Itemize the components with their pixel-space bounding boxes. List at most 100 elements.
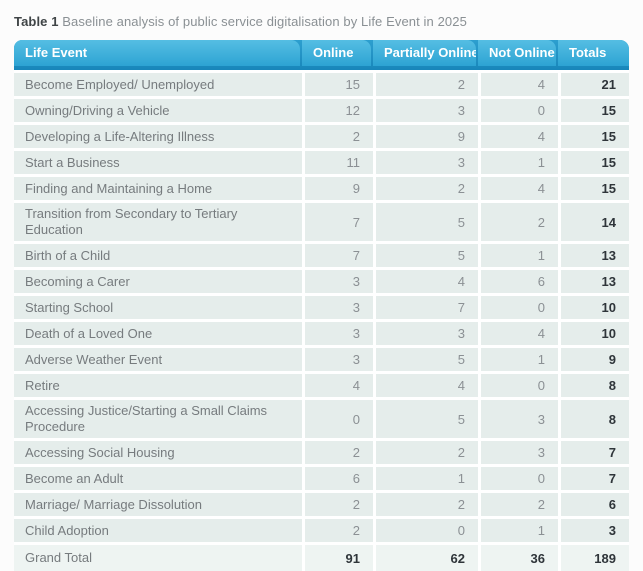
- cell-totals: 14: [558, 200, 629, 241]
- column-header-not-online: Not Online: [478, 40, 558, 70]
- cell-partially-online: 1: [373, 464, 478, 490]
- cell-online: 3: [302, 293, 373, 319]
- cell-partially-online: 2: [373, 174, 478, 200]
- cell-partially-online: 4: [373, 267, 478, 293]
- column-header-life-event: Life Event: [14, 40, 302, 70]
- cell-online: 2: [302, 438, 373, 464]
- cell-life-event: Becoming a Carer: [14, 267, 302, 293]
- cell-life-event: Owning/Driving a Vehicle: [14, 96, 302, 122]
- cell-life-event: Starting School: [14, 293, 302, 319]
- cell-not-online: 0: [478, 371, 558, 397]
- cell-not-online: 2: [478, 490, 558, 516]
- cell-totals: 15: [558, 122, 629, 148]
- cell-partially-online: 2: [373, 490, 478, 516]
- column-header-partially-online: Partially Online: [373, 40, 478, 70]
- column-header-totals-tab: Totals: [558, 40, 629, 66]
- cell-not-online: 4: [478, 122, 558, 148]
- cell-partially-online: 4: [373, 371, 478, 397]
- table-row: Accessing Justice/Starting a Small Claim…: [14, 397, 629, 438]
- cell-not-online: 4: [478, 319, 558, 345]
- cell-online: 2: [302, 490, 373, 516]
- cell-totals: 6: [558, 490, 629, 516]
- table-row: Marriage/ Marriage Dissolution 2 2 2 6: [14, 490, 629, 516]
- cell-life-event: Finding and Maintaining a Home: [14, 174, 302, 200]
- cell-partially-online: 5: [373, 397, 478, 438]
- cell-totals: 15: [558, 96, 629, 122]
- cell-partially-online: 3: [373, 319, 478, 345]
- table-row: Become Employed/ Unemployed 15 2 4 21: [14, 70, 629, 96]
- cell-totals: 3: [558, 516, 629, 542]
- cell-not-online: 0: [478, 96, 558, 122]
- table-row: Birth of a Child 7 5 1 13: [14, 241, 629, 267]
- cell-totals: 7: [558, 464, 629, 490]
- column-header-partially-online-tab: Partially Online: [373, 40, 476, 66]
- cell-totals: 8: [558, 371, 629, 397]
- cell-totals: 15: [558, 174, 629, 200]
- cell-not-online: 0: [478, 293, 558, 319]
- cell-totals: 7: [558, 438, 629, 464]
- cell-partially-online: 3: [373, 148, 478, 174]
- cell-life-event: Developing a Life-Altering Illness: [14, 122, 302, 148]
- cell-grand-total-label: Grand Total: [14, 542, 302, 571]
- cell-totals: 10: [558, 293, 629, 319]
- cell-grand-total-not-online: 36: [478, 542, 558, 571]
- cell-not-online: 3: [478, 438, 558, 464]
- cell-not-online: 1: [478, 516, 558, 542]
- cell-partially-online: 5: [373, 345, 478, 371]
- cell-grand-total-online: 91: [302, 542, 373, 571]
- cell-online: 7: [302, 241, 373, 267]
- cell-not-online: 1: [478, 345, 558, 371]
- cell-partially-online: 0: [373, 516, 478, 542]
- cell-partially-online: 5: [373, 241, 478, 267]
- cell-totals: 13: [558, 241, 629, 267]
- cell-partially-online: 2: [373, 70, 478, 96]
- cell-online: 15: [302, 70, 373, 96]
- cell-life-event: Marriage/ Marriage Dissolution: [14, 490, 302, 516]
- cell-online: 3: [302, 345, 373, 371]
- cell-totals: 13: [558, 267, 629, 293]
- cell-online: 12: [302, 96, 373, 122]
- cell-online: 6: [302, 464, 373, 490]
- cell-online: 11: [302, 148, 373, 174]
- cell-online: 3: [302, 319, 373, 345]
- cell-not-online: 1: [478, 241, 558, 267]
- cell-online: 2: [302, 516, 373, 542]
- cell-life-event: Become an Adult: [14, 464, 302, 490]
- cell-life-event: Retire: [14, 371, 302, 397]
- cell-not-online: 3: [478, 397, 558, 438]
- cell-not-online: 4: [478, 70, 558, 96]
- cell-not-online: 4: [478, 174, 558, 200]
- cell-online: 9: [302, 174, 373, 200]
- table-row: Adverse Weather Event 3 5 1 9: [14, 345, 629, 371]
- cell-partially-online: 7: [373, 293, 478, 319]
- table-row: Starting School 3 7 0 10: [14, 293, 629, 319]
- cell-grand-total-partially-online: 62: [373, 542, 478, 571]
- header-row: Life Event Online Partially Online Not O…: [14, 40, 629, 70]
- cell-online: 3: [302, 267, 373, 293]
- cell-partially-online: 3: [373, 96, 478, 122]
- table-row: Retire 4 4 0 8: [14, 371, 629, 397]
- cell-totals: 21: [558, 70, 629, 96]
- cell-partially-online: 2: [373, 438, 478, 464]
- table-row: Developing a Life-Altering Illness 2 9 4…: [14, 122, 629, 148]
- cell-totals: 10: [558, 319, 629, 345]
- table-row: Finding and Maintaining a Home 9 2 4 15: [14, 174, 629, 200]
- cell-life-event: Transition from Secondary to Tertiary Ed…: [14, 200, 302, 241]
- cell-online: 7: [302, 200, 373, 241]
- cell-online: 0: [302, 397, 373, 438]
- column-header-life-event-tab: Life Event: [14, 40, 300, 66]
- cell-not-online: 0: [478, 464, 558, 490]
- table-row: Accessing Social Housing 2 2 3 7: [14, 438, 629, 464]
- table-row: Becoming a Carer 3 4 6 13: [14, 267, 629, 293]
- cell-grand-total-totals: 189: [558, 542, 629, 571]
- table-row: Child Adoption 2 0 1 3: [14, 516, 629, 542]
- cell-life-event: Become Employed/ Unemployed: [14, 70, 302, 96]
- table-row: Start a Business 11 3 1 15: [14, 148, 629, 174]
- table-row: Transition from Secondary to Tertiary Ed…: [14, 200, 629, 241]
- cell-totals: 9: [558, 345, 629, 371]
- table-caption-number: Table 1: [14, 14, 59, 29]
- table-row: Death of a Loved One 3 3 4 10: [14, 319, 629, 345]
- table-caption: Table 1 Baseline analysis of public serv…: [14, 14, 629, 29]
- column-header-online-tab: Online: [302, 40, 371, 66]
